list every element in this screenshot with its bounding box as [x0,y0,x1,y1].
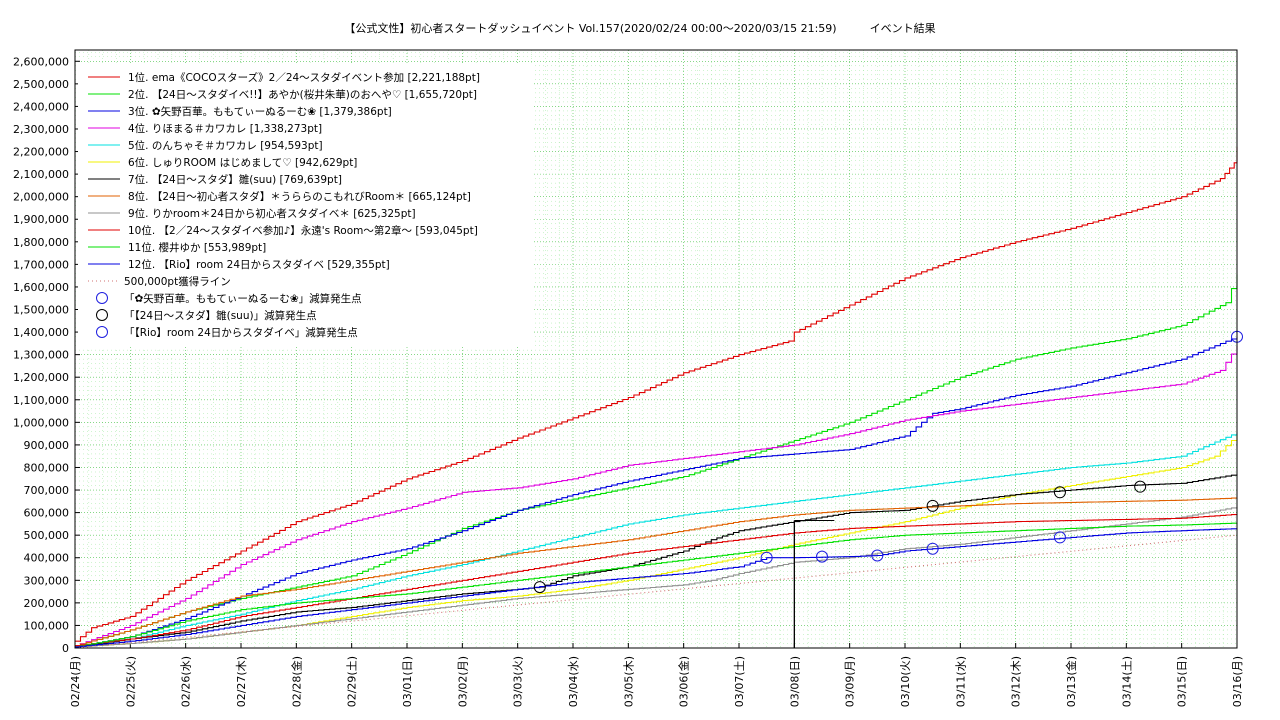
legend-label: 5位. のんちゃそ＃カワカレ [954,593pt] [128,139,323,152]
y-tick-label: 1,900,000 [13,213,69,226]
series-line-10 [75,514,1238,647]
y-tick-label: 2,000,000 [13,191,69,204]
y-tick-label: 400,000 [24,552,70,565]
x-tick-label: 03/06(金) [677,656,691,707]
y-tick-label: 1,400,000 [13,326,69,339]
x-tick-label: 02/25(火) [124,656,137,707]
legend-label: 「【Rio】room 24日からスタダイベ」減算発生点 [124,326,358,339]
y-tick-label: 600,000 [24,507,70,520]
y-tick-label: 900,000 [24,439,70,452]
x-tick-label: 03/13(金) [1064,656,1078,707]
x-tick-label: 03/01(日) [401,656,414,707]
y-tick-label: 800,000 [24,461,70,474]
legend-marker [96,292,108,304]
y-tick-label: 300,000 [24,574,70,587]
x-tick-label: 03/10(火) [899,656,912,707]
y-tick-label: 2,500,000 [13,78,69,91]
y-tick-label: 700,000 [24,484,70,497]
y-tick-label: 1,200,000 [13,371,69,384]
legend-label: 3位. ✿矢野百華。ももてぃーぬるーむ❀ [1,379,386pt] [128,105,392,118]
series-layer [74,146,1238,649]
legend-label: 「✿矢野百華。ももてぃーぬるーむ❀」減算発生点 [124,292,362,305]
legend-label: 11位. 櫻井ゆか [553,989pt] [128,241,266,254]
y-tick-label: 1,300,000 [13,349,69,362]
series-line-3 [75,336,1238,648]
legend-label: 10位. 【2／24〜スタダイベ参加♪】永遠's Room〜第2章〜 [593,… [128,224,478,237]
series-line-1 [75,146,1238,642]
x-tick-label: 03/14(土) [1120,656,1133,707]
x-tick-label: 02/24(月) [69,656,82,707]
y-tick-label: 2,200,000 [13,146,69,159]
marker-3 [760,551,773,564]
legend-label: 500,000pt獲得ライン [124,275,231,288]
legend-label: 9位. りかroom＊24日から初心者スタダイベ＊ [625,325pt] [128,207,416,220]
y-tick-label: 2,300,000 [13,123,69,136]
x-tick-label: 03/05(木) [622,656,635,707]
plot-frame [74,49,1238,649]
legend-label: 1位. ema《COCOスターズ》2／24〜スタダイベント参加 [2,221,1… [128,71,480,84]
legend-marker [96,326,108,338]
marker-2 [533,581,546,594]
y-tick-label: 1,600,000 [13,281,69,294]
marker-3 [871,549,884,562]
y-tick-label: 200,000 [24,597,70,610]
x-tick-label: 02/28(金) [289,656,303,707]
y-tick-label: 0 [62,642,69,655]
x-tick-label: 03/11(水) [954,656,967,707]
legend-label: 7位. 【24日〜スタダ】雛(suu) [769,639pt] [128,173,342,186]
marker-layer [533,330,1243,594]
marker-2 [1134,480,1147,493]
legend-label: 4位. りほまる＃カワカレ [1,338,273pt] [128,122,322,135]
marker-2 [926,499,939,512]
marker-3 [816,550,828,563]
legend-label: 12位. 【Rio】room 24日からスタダイベ [529,355pt] [128,258,390,271]
y-tick-label: 1,000,000 [13,416,69,429]
series-line-9 [75,506,1238,648]
y-tick-label: 2,600,000 [13,55,69,68]
y-tick-label: 2,100,000 [13,168,69,181]
marker-2 [1053,486,1066,499]
y-tick-label: 2,400,000 [13,100,69,113]
x-tick-label: 03/16(月) [1231,656,1244,707]
x-tick-label: 03/12(木) [1010,656,1023,707]
legend: 1位. ema《COCOスターズ》2／24〜スタダイベント参加 [2,221,1… [78,63,533,347]
x-tick-label: 03/02(月) [456,656,469,707]
y-tick-label: 1,100,000 [13,394,69,407]
y-tick-label: 500,000 [24,529,70,542]
series-line-12 [75,528,1238,648]
series-line-11 [75,522,1238,648]
legend-box [78,63,533,347]
x-tick-label: 03/07(土) [733,656,746,707]
marker-3 [1053,531,1066,544]
x-tick-label: 03/08(日) [788,656,801,707]
y-tick-label: 100,000 [24,619,70,632]
x-tick-label: 03/03(火) [512,656,525,707]
y-tick-label: 1,800,000 [13,236,69,249]
y-tick-label: 1,700,000 [13,258,69,271]
chart-title: 【公式文性】初心者スタートダッシュイベント Vol.157(2020/02/24… [344,22,936,35]
x-tick-label: 03/09(月) [844,656,857,707]
x-axis: 02/24(月) 02/25(火) 02/26(水) 02/27(木) 02/28(金)… [69,643,1244,707]
series-line-13 [74,534,1238,649]
y-tick-label: 1,500,000 [13,304,69,317]
x-tick-label: 02/26(水) [180,656,193,707]
legend-label: 8位. 【24日〜初心者スタダ】＊うららのこもれびRoom＊ [665,124p… [128,190,471,203]
legend-marker [96,309,108,321]
series-line-7 [75,474,1238,648]
x-tick-label: 02/27(木) [235,656,248,707]
legend-label: 6位. しゅりROOM はじめまして♡ [942,629pt] [128,156,357,169]
x-tick-label: 03/04(水) [567,656,580,707]
legend-label: 2位. 【24日〜スタダイベ!!】あやか(桜井朱華)のおへや♡ [1,655,7… [128,88,477,101]
marker-3 [926,542,939,555]
legend-label: 「【24日〜スタダ】雛(suu)」減算発生点 [124,309,317,322]
reference-lines [793,520,835,648]
series-line-4 [75,346,1238,647]
series-line-8 [75,497,1238,647]
x-tick-label: 03/15(日) [1176,656,1189,707]
y-axis: 0 100,000 200,000 300,000 400,000 500,000 600,… [13,55,80,655]
x-tick-label: 02/29(土) [346,656,359,707]
